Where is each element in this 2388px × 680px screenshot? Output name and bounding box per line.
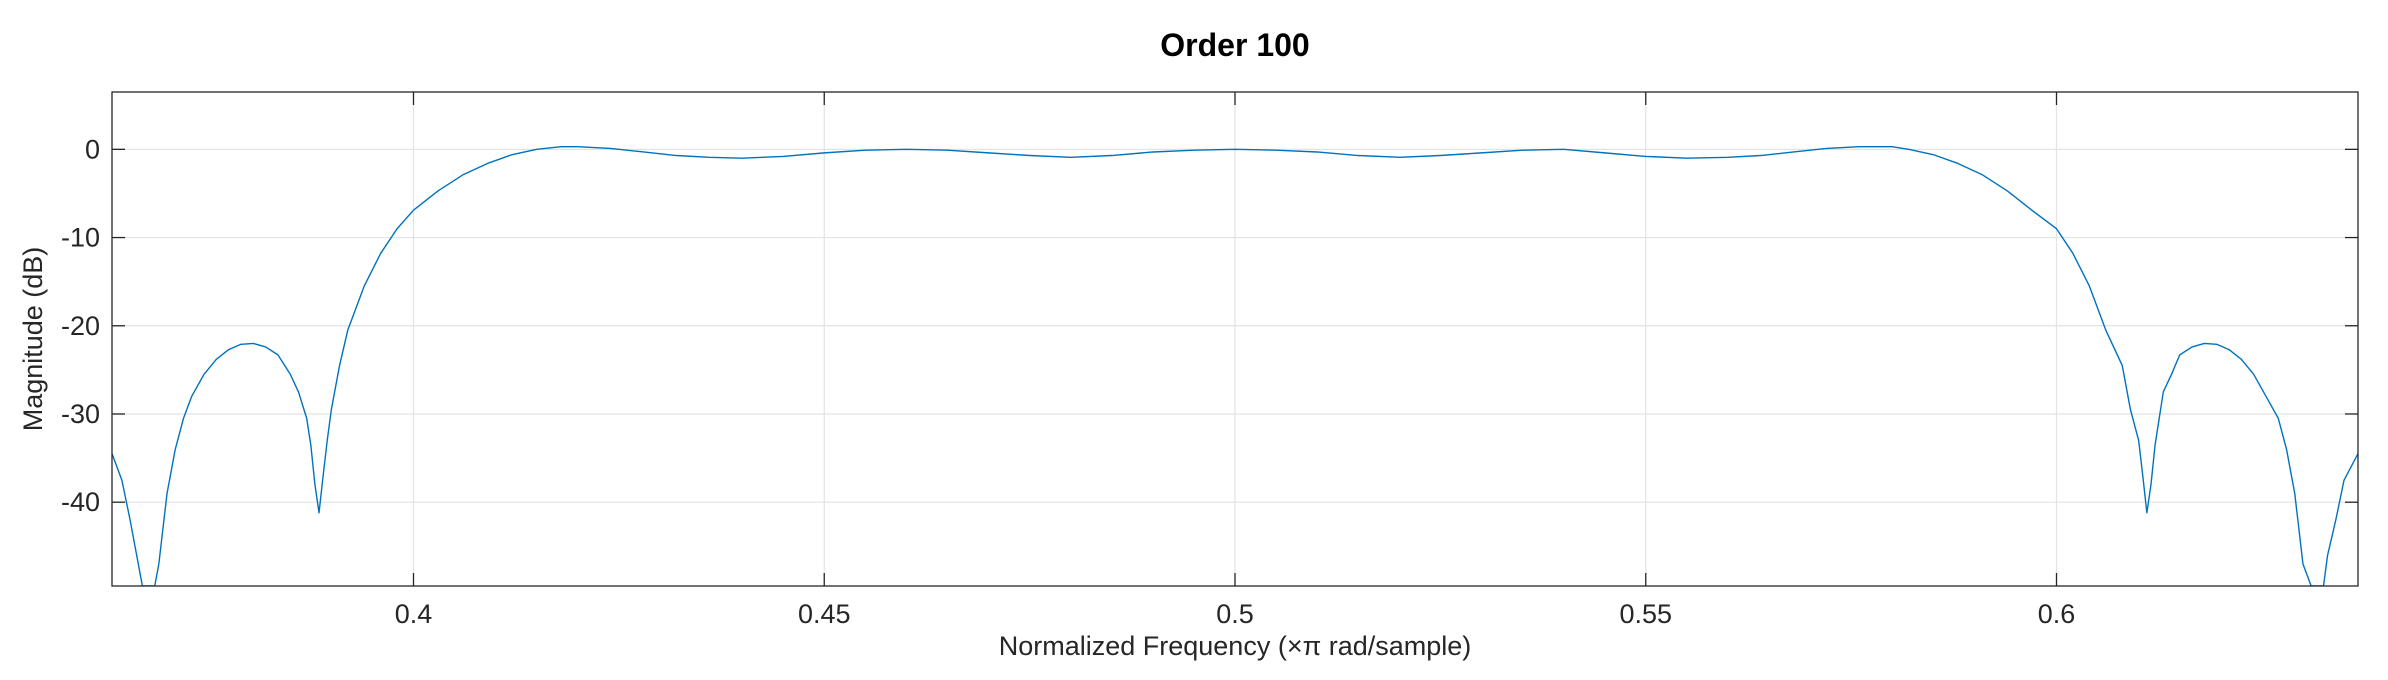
y-tick-label: 0 bbox=[85, 134, 100, 164]
x-tick-label: 0.4 bbox=[395, 599, 433, 629]
y-tick-label: -40 bbox=[61, 487, 100, 517]
y-tick-label: -20 bbox=[61, 311, 100, 341]
chart-title: Order 100 bbox=[1160, 27, 1309, 63]
x-axis-label: Normalized Frequency (×π rad/sample) bbox=[999, 631, 1472, 661]
series-line-magnitude bbox=[112, 145, 2358, 586]
y-tick-labels: 0 -10 -20 -30 -40 bbox=[61, 134, 100, 517]
x-tick-label: 0.55 bbox=[1619, 599, 1672, 629]
data-series bbox=[112, 145, 2358, 586]
y-tick-label: -30 bbox=[61, 399, 100, 429]
grid-lines bbox=[112, 92, 2358, 586]
y-tick-label: -10 bbox=[61, 223, 100, 253]
plot-area bbox=[111, 91, 2359, 587]
y-axis-label: Magnitude (dB) bbox=[18, 247, 48, 432]
x-tick-label: 0.45 bbox=[798, 599, 851, 629]
x-tick-label: 0.5 bbox=[1216, 599, 1254, 629]
x-tick-labels: 0.4 0.45 0.5 0.55 0.6 bbox=[395, 599, 2076, 629]
tick-marks bbox=[112, 92, 2358, 586]
x-tick-label: 0.6 bbox=[2038, 599, 2076, 629]
